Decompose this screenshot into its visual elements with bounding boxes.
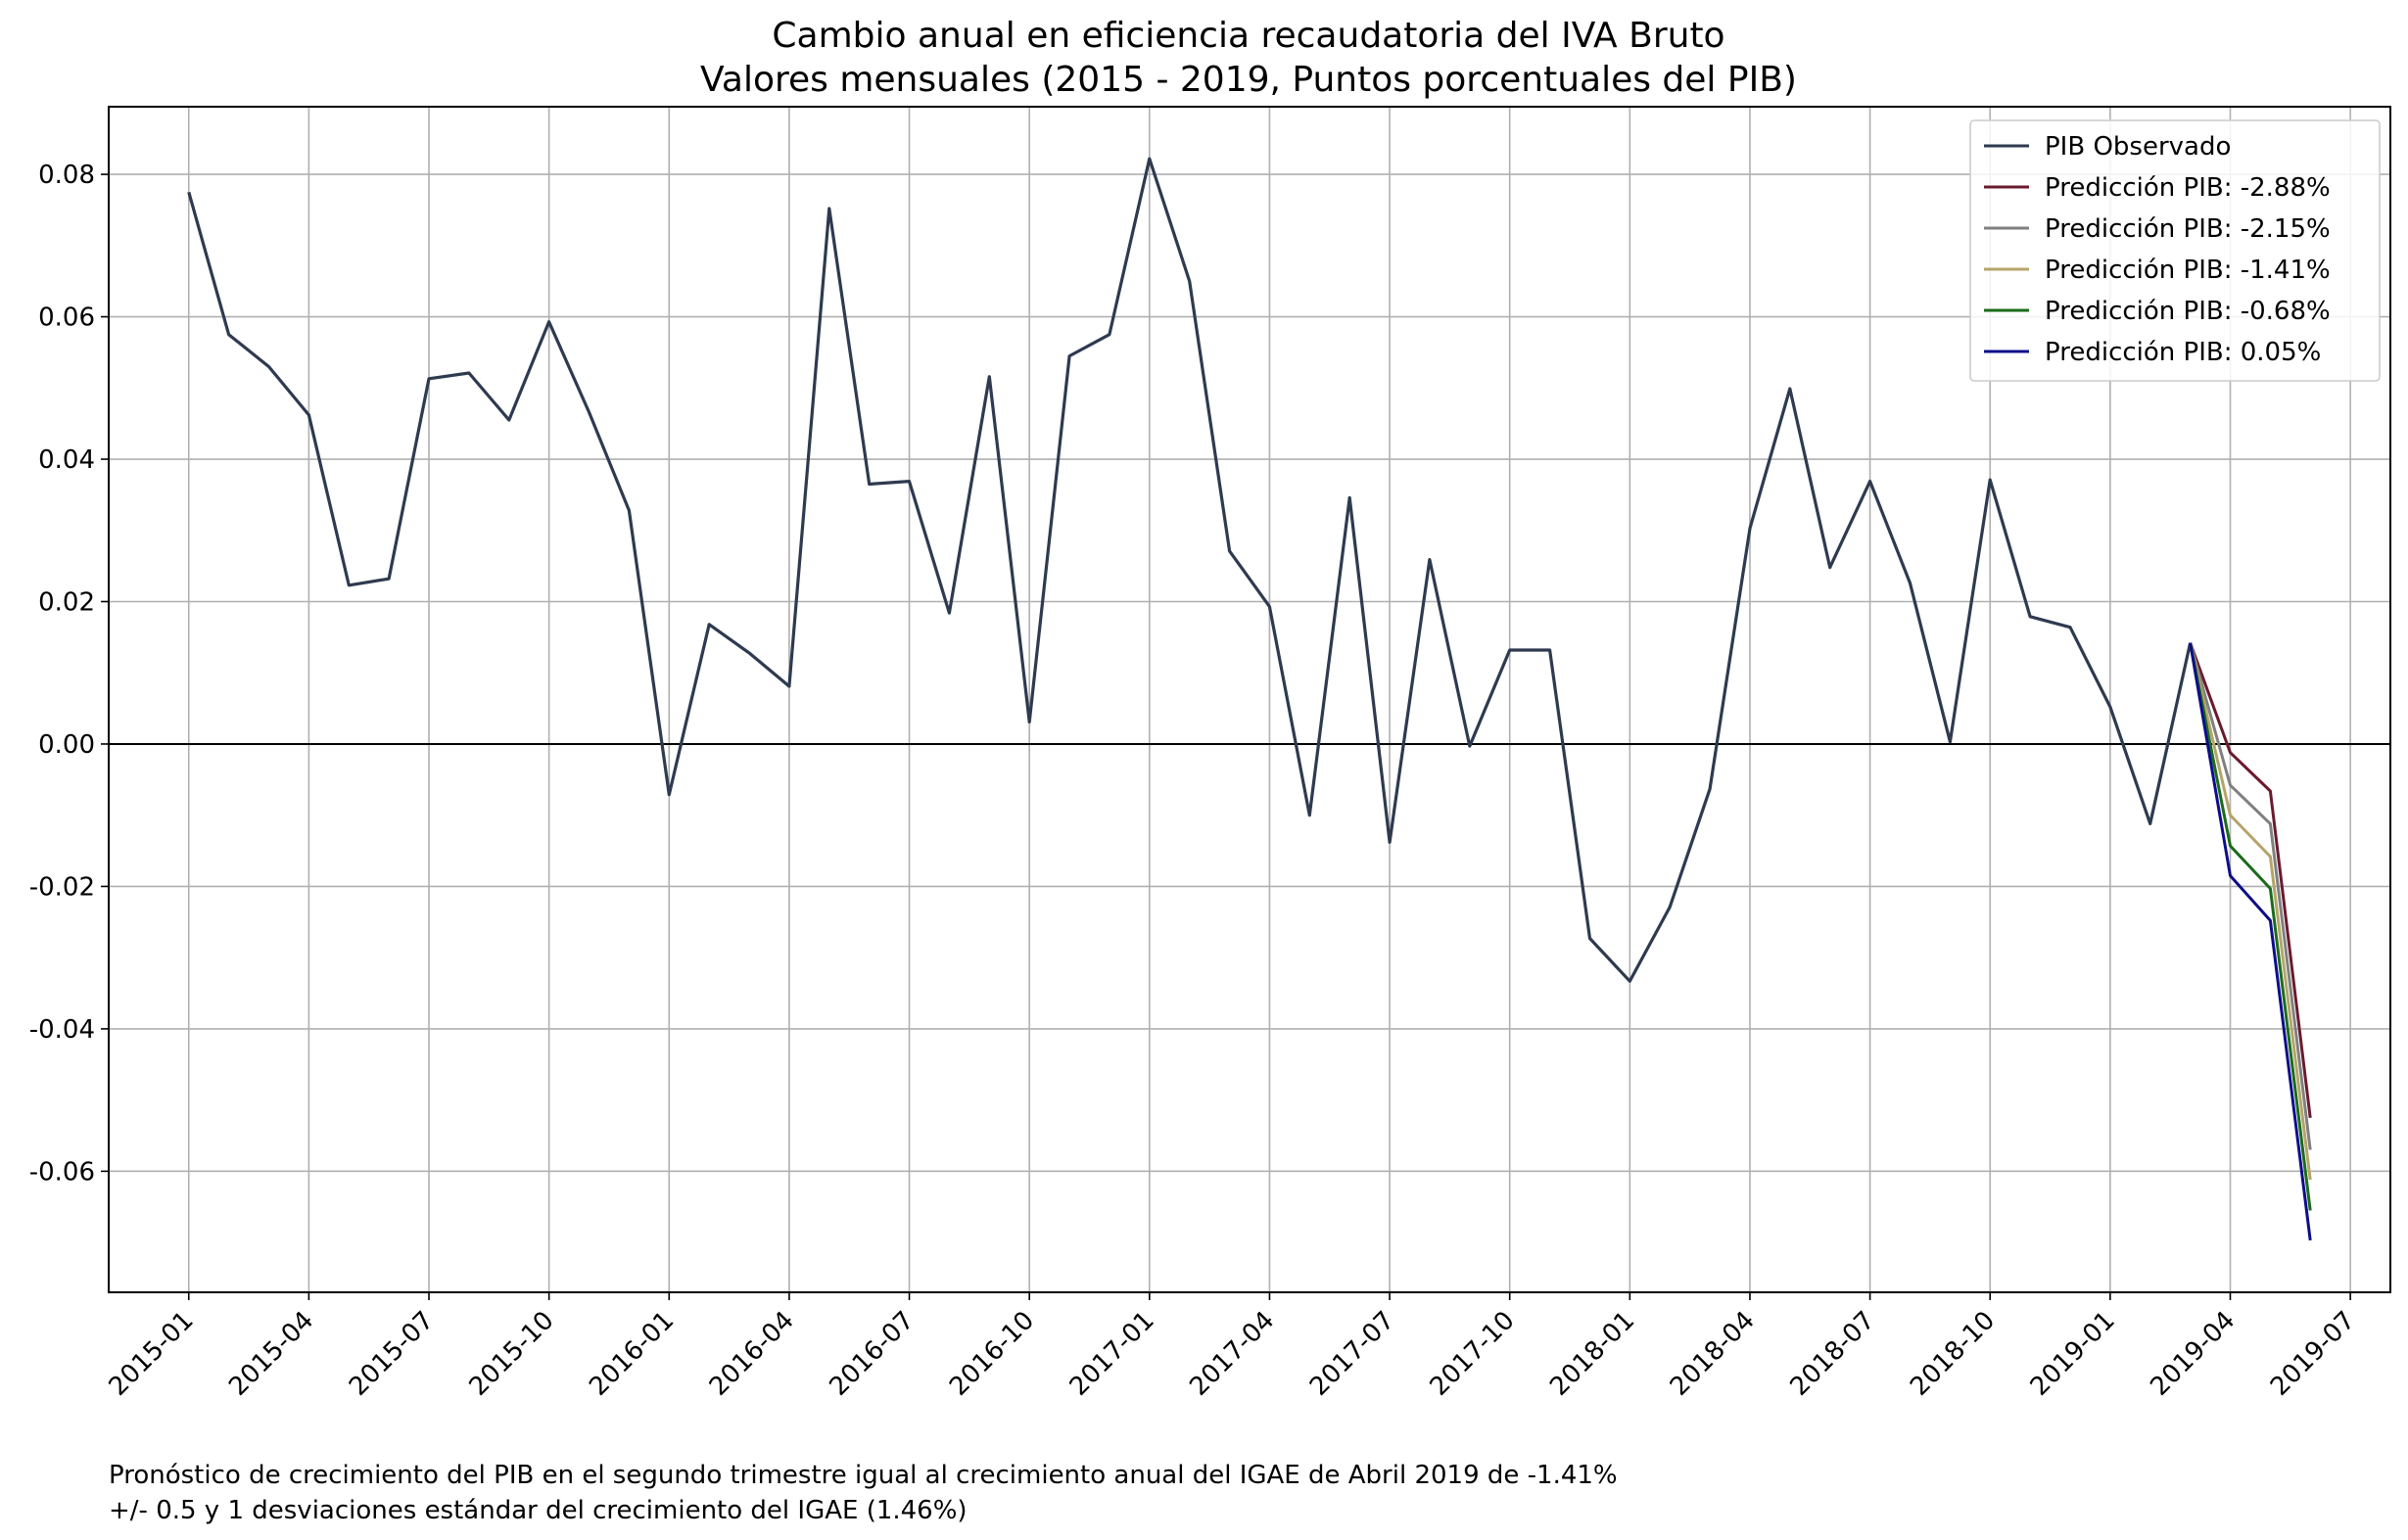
x-tick-label: 2016-01 xyxy=(584,1306,680,1402)
x-axis: 2015-01 2015-04 2015-07 2015-10 2016-01 2016-… xyxy=(104,1292,2361,1402)
x-tick-label: 2017-07 xyxy=(1304,1306,1400,1402)
series-line xyxy=(2189,642,2312,1118)
x-tick-label: 2015-07 xyxy=(344,1306,440,1402)
legend-label: Predicción PIB: 0.05% xyxy=(2045,338,2321,367)
grid xyxy=(109,107,2390,1292)
legend-box xyxy=(1969,119,2381,382)
footnote-line-1: Pronóstico de crecimiento del PIB en el … xyxy=(109,1461,1618,1490)
series-line xyxy=(2189,642,2312,1241)
x-tick-label: 2015-04 xyxy=(223,1306,319,1402)
x-tick-label: 2017-01 xyxy=(1064,1306,1160,1402)
y-tick-label: 0.06 xyxy=(38,303,95,333)
y-tick-label: -0.06 xyxy=(29,1157,95,1187)
y-tick-label: 0.02 xyxy=(38,587,95,617)
y-tick-label: -0.02 xyxy=(29,872,95,902)
x-tick-label: 2019-07 xyxy=(2265,1306,2361,1402)
y-axis: 0.08 0.06 0.04 0.02 0.00 -0.02 -0.04 -0.06 xyxy=(29,161,109,1187)
x-tick-label: 2016-04 xyxy=(704,1306,800,1402)
x-tick-label: 2017-10 xyxy=(1425,1306,1521,1402)
x-tick-label: 2019-01 xyxy=(2025,1306,2121,1402)
y-tick-label: -0.04 xyxy=(29,1015,95,1045)
y-tick-label: 0.08 xyxy=(38,161,95,190)
x-tick-label: 2018-01 xyxy=(1544,1306,1640,1402)
y-tick-label: 0.00 xyxy=(38,730,95,760)
x-tick-label: 2015-10 xyxy=(464,1306,560,1402)
x-tick-label: 2018-10 xyxy=(1905,1306,2001,1402)
legend-label: Predicción PIB: -2.88% xyxy=(2045,173,2331,203)
x-tick-label: 2015-01 xyxy=(104,1306,200,1402)
y-tick-label: 0.04 xyxy=(38,445,95,475)
x-tick-label: 2016-10 xyxy=(944,1306,1040,1402)
legend-label: PIB Observado xyxy=(2045,132,2231,162)
x-tick-label: 2017-04 xyxy=(1184,1306,1280,1402)
series-layer xyxy=(187,157,2312,1241)
legend-label: Predicción PIB: -1.41% xyxy=(2045,256,2331,285)
legend-label: Predicción PIB: -0.68% xyxy=(2045,297,2331,326)
x-tick-label: 2018-04 xyxy=(1665,1306,1761,1402)
x-tick-label: 2016-07 xyxy=(824,1306,920,1402)
plot-frame xyxy=(108,106,2391,1293)
series-line xyxy=(2189,642,2312,1181)
series-line xyxy=(187,157,2193,983)
series-line xyxy=(2189,642,2312,1211)
x-tick-label: 2018-07 xyxy=(1785,1306,1881,1402)
footnote-line-2: +/- 0.5 y 1 desviaciones estándar del cr… xyxy=(109,1496,968,1525)
legend-label: Predicción PIB: -2.15% xyxy=(2045,214,2331,244)
x-tick-label: 2019-04 xyxy=(2145,1306,2241,1402)
chart-title: Cambio anual en eficiencia recaudatoria … xyxy=(772,16,1724,56)
series-line xyxy=(2189,642,2312,1150)
legend: PIB Observado Predicción PIB: -2.88% Predi… xyxy=(1969,119,2381,382)
chart-subtitle: Valores mensuales (2015 - 2019, Puntos p… xyxy=(700,60,1797,100)
